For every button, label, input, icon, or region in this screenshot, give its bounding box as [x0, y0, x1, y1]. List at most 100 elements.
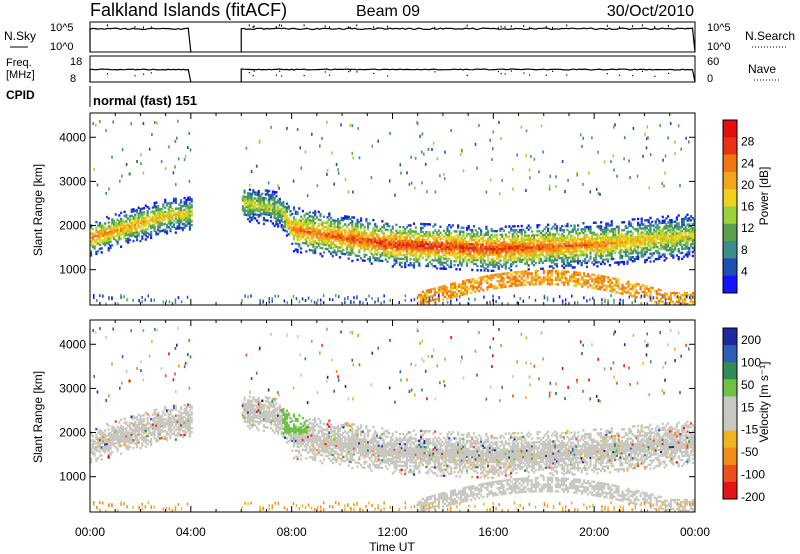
- power-cell: [312, 251, 315, 254]
- power-cell: [490, 278, 493, 282]
- power-cell: [313, 300, 316, 304]
- power-cell: [421, 226, 424, 230]
- power-cell: [652, 236, 656, 239]
- power-cell: [448, 230, 451, 233]
- power-cell: [517, 256, 520, 260]
- power-cell: [668, 230, 671, 234]
- power-cell: [510, 245, 513, 248]
- power-cell: [181, 228, 184, 232]
- power-cell: [382, 236, 386, 239]
- power-cell: [123, 295, 125, 299]
- power-cell: [607, 246, 610, 249]
- power-cell: [577, 262, 580, 265]
- power-cell: [107, 227, 110, 230]
- power-cell: [573, 275, 576, 278]
- power-cell: [144, 216, 147, 219]
- power-cell: [589, 237, 592, 241]
- power-cell: [352, 252, 356, 255]
- nave-dot: [106, 73, 109, 75]
- power-cell: [308, 231, 311, 234]
- power-cell: [522, 258, 525, 261]
- power-cell: [652, 252, 656, 255]
- power-cell: [592, 249, 596, 252]
- power-cell: [187, 212, 190, 215]
- power-cell: [642, 235, 645, 238]
- power-cell: [275, 195, 278, 198]
- power-cell: [328, 228, 331, 231]
- power-cell: [597, 281, 600, 284]
- power-cell: [614, 227, 617, 231]
- power-cell: [628, 220, 631, 223]
- power-cell: [487, 249, 490, 252]
- power-cell: [266, 199, 269, 202]
- power-cell: [455, 246, 458, 249]
- power-cell: [608, 224, 611, 227]
- power-cell: [319, 234, 322, 238]
- power-cell: [448, 237, 451, 241]
- power-cell: [107, 239, 110, 242]
- power-cell: [693, 228, 695, 232]
- power-cell: [458, 260, 461, 263]
- power-cell: [640, 243, 643, 246]
- power-cell: [317, 224, 320, 227]
- power-cell: [150, 226, 153, 230]
- power-cell: [437, 294, 440, 297]
- power-cell: [568, 264, 571, 267]
- power-cell: [305, 240, 308, 243]
- power-cell: [433, 291, 436, 295]
- power-cell: [351, 242, 354, 245]
- power-cell: [658, 235, 661, 239]
- power-cell: [464, 252, 467, 255]
- power-cell: [607, 280, 610, 284]
- power-cell: [349, 247, 352, 251]
- power-cell: [146, 213, 149, 217]
- power-cell: [490, 237, 493, 241]
- power-cell: [640, 241, 643, 244]
- beam-title: Beam 09: [356, 3, 420, 20]
- power-cell: [414, 242, 417, 245]
- power-cell: [499, 241, 502, 244]
- power-cell: [261, 212, 264, 215]
- power-cell: [90, 244, 93, 247]
- nsearch-dot: [510, 25, 512, 28]
- power-cell: [358, 248, 361, 252]
- power-cell: [453, 256, 456, 259]
- power-cell: [550, 251, 553, 254]
- power-cell: [277, 209, 280, 212]
- power-cell: [595, 280, 598, 284]
- power-cell: [644, 243, 647, 246]
- power-cell: [361, 259, 364, 262]
- power-cell: [490, 251, 493, 255]
- power-cell: [624, 234, 627, 238]
- power-cell: [372, 238, 375, 242]
- power-cell: [517, 258, 520, 262]
- power-cell: [150, 210, 153, 214]
- power-cell: [675, 228, 678, 231]
- power-cell: [659, 297, 662, 301]
- power-cell: [280, 212, 283, 215]
- power-cell: [418, 256, 421, 259]
- power-cell: [672, 248, 675, 251]
- power-cell: [322, 231, 326, 234]
- power-cell: [522, 272, 525, 276]
- power-cell: [621, 285, 624, 289]
- power-cell: [524, 230, 527, 233]
- power-cell: [587, 281, 590, 285]
- power-cell: [132, 232, 135, 235]
- power-cell: [315, 234, 319, 237]
- power-cell: [365, 237, 368, 241]
- power-cell: [601, 281, 604, 285]
- power-cell: [596, 245, 599, 248]
- power-cell: [531, 238, 534, 241]
- power-cell: [95, 238, 98, 242]
- power-cell: [520, 281, 523, 284]
- power-cell: [298, 243, 301, 246]
- power-cell: [418, 248, 421, 251]
- power-cell: [398, 253, 401, 256]
- power-cell: [531, 246, 534, 249]
- power-cell: [485, 245, 488, 248]
- power-cell: [314, 210, 317, 213]
- power-cell: [245, 203, 248, 207]
- power-cell: [354, 236, 357, 239]
- power-cell: [300, 233, 303, 236]
